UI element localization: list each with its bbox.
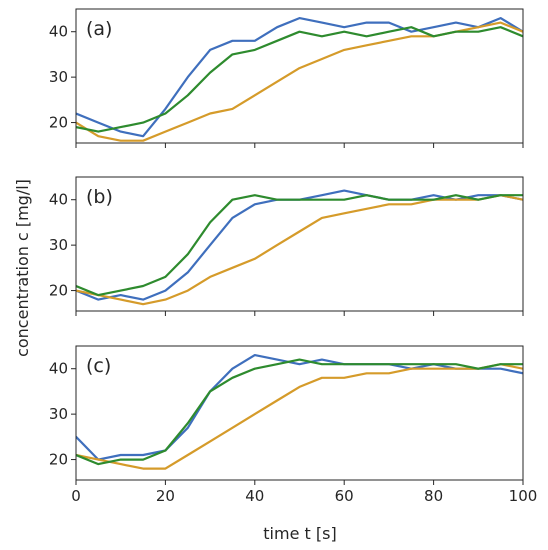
panel-1: 20 30 40 (a)	[49, 8, 524, 148]
series-line-green	[76, 358, 523, 466]
series-line-blue	[76, 189, 523, 301]
y-tick-label: 20	[49, 451, 68, 469]
x-tick-label: 60	[335, 487, 354, 505]
x-tick-label: 0	[71, 487, 81, 505]
y-axis-title: concentration c [mg/l]	[13, 179, 32, 357]
panel-label: (a)	[86, 18, 112, 40]
y-tick-label: 20	[49, 114, 68, 132]
x-tick-label: 100	[509, 487, 538, 505]
x-axis-title: time t [s]	[263, 524, 336, 543]
x-tick-label: 20	[156, 487, 175, 505]
y-tick-label: 30	[49, 405, 68, 423]
plot-frame	[75, 8, 524, 144]
plot-frame	[75, 345, 524, 481]
series-group	[76, 354, 523, 470]
series-line-green	[76, 26, 523, 133]
y-tick-label: 20	[49, 282, 68, 300]
series-line-blue	[76, 354, 523, 461]
x-tick-label: 40	[245, 487, 264, 505]
y-tick-label: 40	[49, 23, 68, 41]
series-group	[76, 189, 523, 306]
y-tick-label: 30	[49, 68, 68, 86]
series-group	[76, 17, 523, 142]
panel-label: (b)	[86, 186, 113, 208]
y-tick-label: 40	[49, 360, 68, 378]
series-line-orange	[76, 194, 523, 306]
panel-label: (c)	[86, 355, 111, 377]
series-line-blue	[76, 17, 523, 138]
series-line-green	[76, 194, 523, 297]
y-tick-label: 30	[49, 236, 68, 254]
y-tick-label: 40	[49, 191, 68, 209]
plot-frame	[75, 176, 524, 312]
x-tick-label: 80	[424, 487, 443, 505]
series-line-orange	[76, 363, 523, 470]
panel-2: 20 30 40 (b)	[49, 176, 524, 316]
